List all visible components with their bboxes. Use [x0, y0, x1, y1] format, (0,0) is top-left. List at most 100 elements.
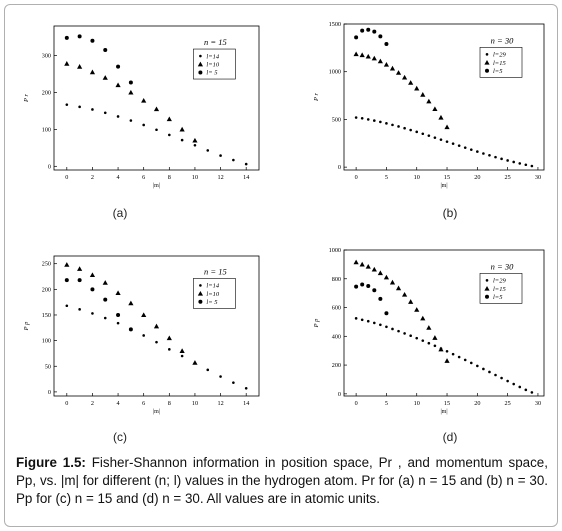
data-point — [524, 388, 528, 392]
plot-frame — [343, 23, 545, 171]
data-point — [379, 120, 382, 124]
y-tick-label: 300 — [42, 53, 51, 60]
y-tick-label: 1000 — [329, 69, 341, 76]
data-point — [420, 92, 426, 97]
x-tick-label: 12 — [217, 174, 223, 181]
y-axis-label: P p — [313, 318, 320, 328]
data-point — [360, 282, 365, 287]
x-tick-label: 10 — [414, 174, 420, 181]
data-point — [384, 42, 389, 47]
data-point — [438, 346, 444, 352]
data-point — [77, 34, 82, 39]
data-point — [500, 376, 503, 380]
data-point — [192, 137, 198, 143]
legend-entry: l=14 — [206, 283, 219, 290]
data-point — [366, 319, 370, 323]
y-tick-label: 400 — [332, 333, 341, 340]
series-l5 — [354, 282, 389, 316]
y-tick-label: 500 — [332, 116, 341, 123]
data-point — [360, 116, 364, 120]
data-point — [166, 116, 172, 122]
x-tick-label: 15 — [444, 400, 450, 407]
data-point — [433, 344, 437, 348]
x-tick-label: 4 — [117, 174, 120, 181]
data-point — [78, 105, 81, 109]
plot-frame — [343, 249, 545, 397]
data-point — [371, 55, 377, 61]
data-point — [232, 381, 235, 384]
y-axis-label: P r — [313, 93, 320, 102]
x-tick-label: 6 — [142, 174, 145, 181]
data-point — [359, 261, 365, 267]
data-point — [115, 290, 121, 296]
data-point — [89, 272, 96, 278]
data-point — [445, 140, 449, 143]
x-axis-label: |m| — [153, 183, 160, 189]
data-point — [451, 142, 455, 145]
data-point — [506, 379, 509, 383]
data-point — [65, 304, 69, 308]
data-point — [180, 138, 184, 142]
data-point — [360, 28, 365, 33]
x-tick-label: 10 — [414, 400, 420, 407]
legend-entry: l= 5 — [206, 70, 218, 77]
data-point — [179, 126, 185, 132]
data-point — [488, 370, 491, 374]
legend-title: n = 30 — [491, 261, 514, 271]
data-point — [64, 278, 69, 283]
data-point — [395, 285, 402, 291]
data-point — [91, 312, 94, 315]
legend-marker — [197, 291, 203, 296]
series-l14 — [65, 103, 248, 166]
data-point — [128, 80, 133, 85]
data-point — [90, 287, 95, 292]
data-point — [142, 123, 145, 127]
data-point — [469, 148, 473, 151]
legend-entry: l=10 — [206, 62, 219, 69]
data-point — [141, 97, 147, 103]
legend-entry: l=29 — [493, 52, 506, 59]
x-tick-label: 0 — [355, 400, 358, 407]
data-point — [354, 116, 358, 119]
plot-frame — [53, 25, 260, 171]
series-l29 — [354, 116, 534, 168]
y-tick-label: 250 — [42, 261, 51, 268]
legend-marker — [197, 61, 203, 67]
data-point — [353, 51, 359, 57]
data-point — [402, 291, 408, 297]
legend-marker — [199, 284, 202, 287]
y-tick-label: 1500 — [329, 21, 341, 28]
data-point — [377, 58, 383, 64]
data-point — [420, 315, 426, 321]
x-tick-label: 14 — [243, 400, 249, 407]
x-tick-label: 15 — [444, 174, 450, 181]
data-point — [512, 382, 515, 386]
x-axis-label: |m| — [153, 409, 160, 415]
data-point — [232, 158, 235, 162]
data-point — [179, 348, 185, 353]
legend-marker — [484, 285, 490, 291]
data-point — [372, 29, 377, 34]
legend-marker — [485, 279, 489, 282]
data-point — [378, 34, 383, 39]
data-point — [494, 155, 497, 159]
data-point — [518, 385, 522, 389]
data-point — [153, 323, 160, 329]
data-point — [128, 300, 134, 306]
data-point — [506, 159, 509, 162]
data-point — [89, 69, 96, 75]
data-point — [77, 64, 83, 69]
data-point — [379, 323, 382, 327]
data-point — [438, 114, 444, 120]
y-tick-label: 200 — [42, 89, 51, 96]
x-tick-label: 0 — [65, 174, 68, 181]
x-tick-label: 6 — [142, 400, 145, 407]
data-point — [116, 321, 120, 325]
data-point — [403, 126, 406, 130]
data-point — [372, 288, 377, 293]
plot-frame — [53, 255, 260, 397]
data-point — [116, 312, 121, 317]
data-point — [142, 334, 145, 337]
y-tick-label: 0 — [48, 163, 51, 170]
y-axis-label: P r — [23, 94, 30, 103]
